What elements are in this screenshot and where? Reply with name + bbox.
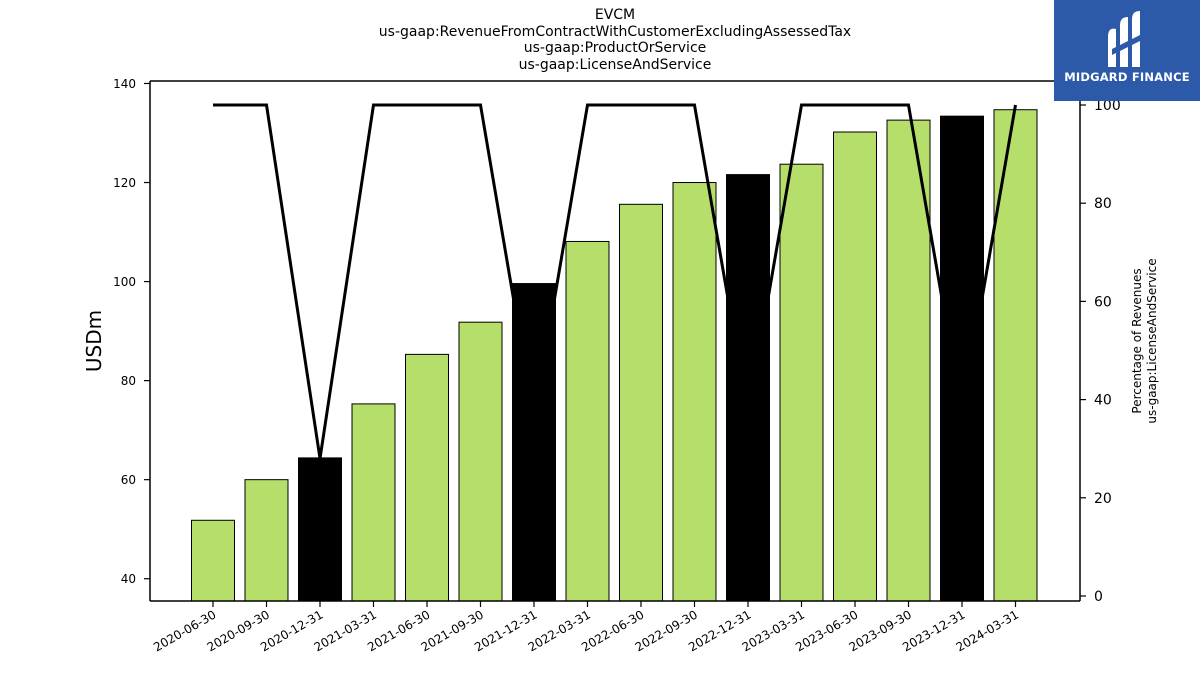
title-ticker: EVCM	[594, 7, 636, 23]
bar-2022-12-31	[726, 174, 770, 602]
bar-2021-09-30	[458, 321, 503, 602]
y-tick-label-60: 60	[121, 473, 136, 487]
bar-2020-12-31	[298, 457, 342, 602]
bar-2023-12-31	[940, 115, 984, 602]
y2-axis-label-line-1: Percentage of Revenues	[1130, 268, 1144, 413]
bar-2023-09-30	[886, 119, 931, 602]
bar-2021-03-31	[351, 403, 396, 602]
bar-2020-09-30	[244, 479, 289, 602]
title-axis: us-gaap:ProductOrService	[523, 40, 707, 56]
y2-tick-label-100: 100	[1094, 98, 1121, 114]
title-concept: us-gaap:RevenueFromContractWithCustomerE…	[378, 23, 852, 40]
y2-tick-label-80: 80	[1094, 196, 1112, 212]
bar-2020-06-30	[191, 519, 235, 602]
logo-mark-icon	[1108, 11, 1144, 67]
y-tick-label-120: 120	[113, 176, 136, 190]
y2-tick-label-60: 60	[1094, 294, 1112, 310]
bar-2022-03-31	[565, 240, 610, 602]
y-tick-label-40: 40	[121, 572, 136, 586]
bar-2023-03-31	[779, 163, 824, 602]
logo-text: MIDGARD FINANCE	[1064, 70, 1190, 84]
y-tick-label-100: 100	[113, 275, 136, 289]
bar-2022-06-30	[619, 203, 663, 602]
bar-2021-06-30	[405, 353, 449, 602]
title-member: us-gaap:LicenseAndService	[518, 56, 712, 73]
line-series-percentage	[213, 103, 1017, 459]
chart-title: EVCM us-gaap:RevenueFromContractWithCust…	[115, 7, 1115, 73]
y2-tick-label-0: 0	[1094, 589, 1103, 605]
y2-axis-label-line-2: us-gaap:LicenseAndService	[1145, 258, 1159, 423]
y2-tick-label-20: 20	[1094, 491, 1112, 507]
y-tick-label-80: 80	[121, 374, 136, 388]
midgard-finance-logo: MIDGARD FINANCE	[1054, 0, 1200, 101]
y-tick-label-140: 140	[113, 77, 136, 91]
bar-2022-09-30	[672, 182, 717, 602]
y-axis-label: USDm	[82, 310, 106, 372]
bar-2023-06-30	[833, 131, 877, 602]
y2-tick-label-40: 40	[1094, 393, 1112, 409]
